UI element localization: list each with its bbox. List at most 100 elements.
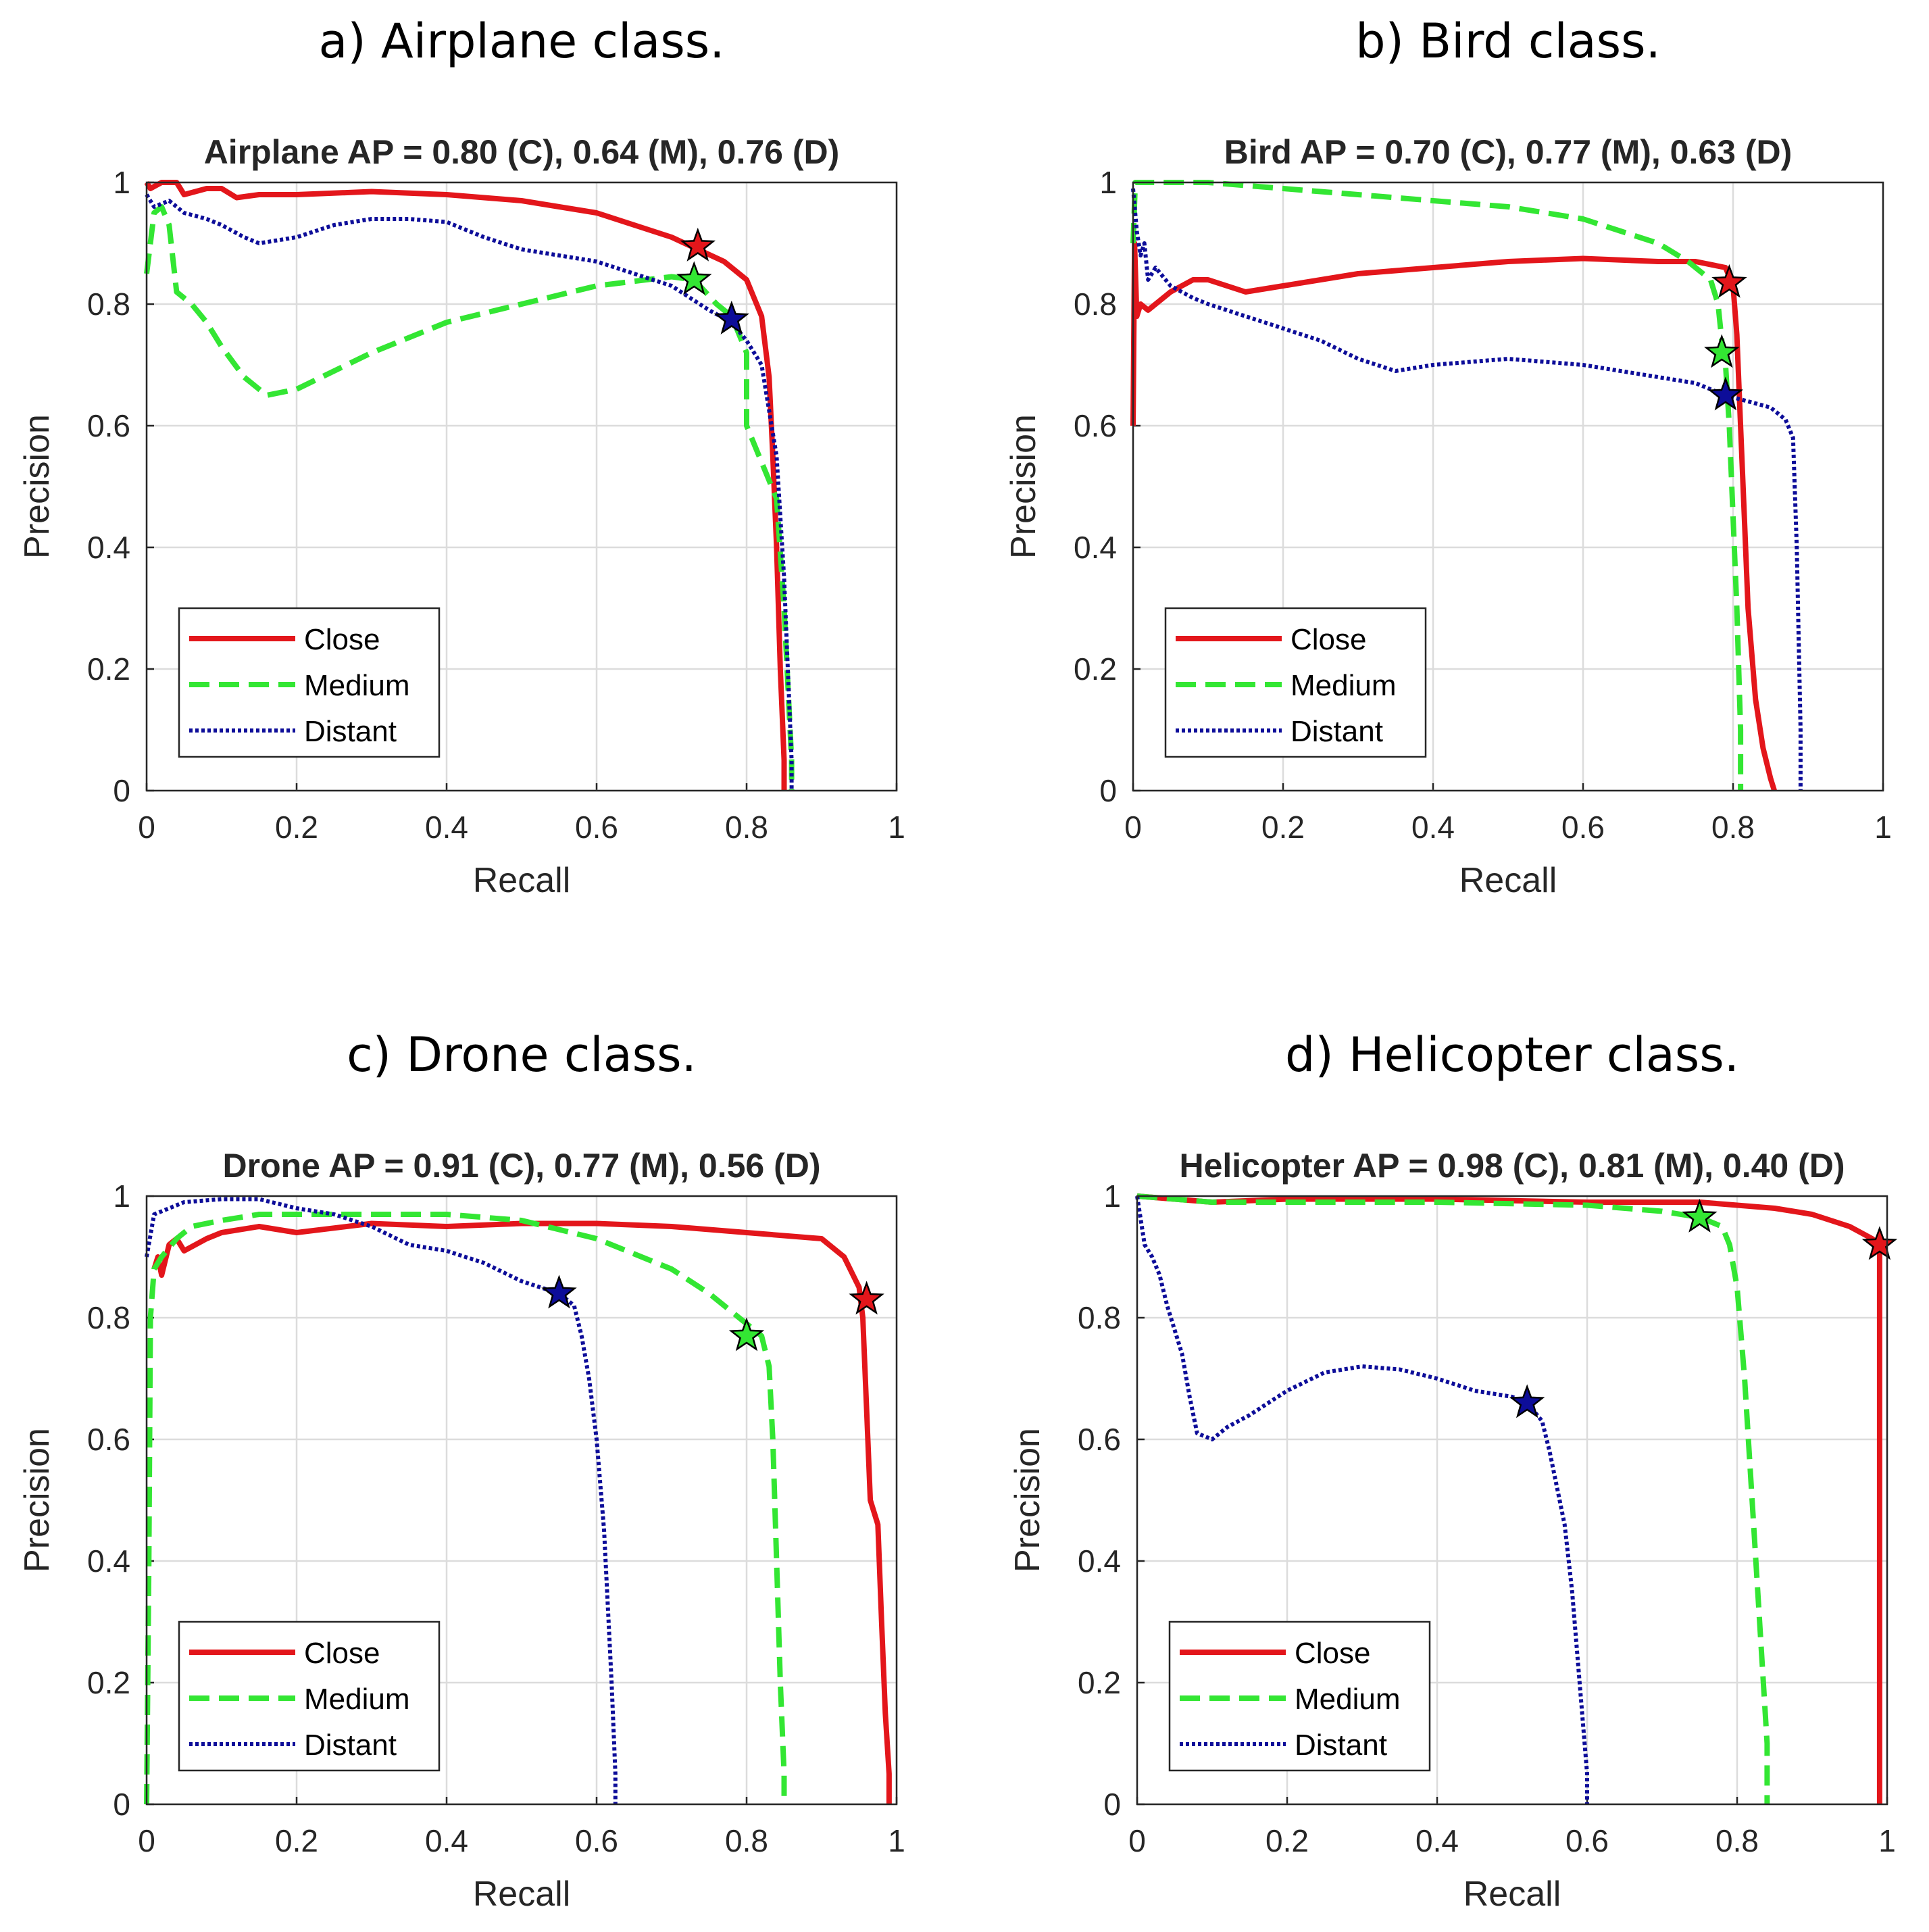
panel-caption: d) Helicopter class. (1285, 1027, 1739, 1083)
y-tick-label: 0 (1103, 1787, 1121, 1822)
x-tick-label: 0.2 (1261, 810, 1305, 845)
legend-label-distant: Distant (304, 715, 397, 748)
y-tick-label: 0.2 (1074, 651, 1117, 687)
y-tick-label: 0.8 (87, 1300, 130, 1335)
axes-box (1132, 181, 1884, 792)
x-axis-label: Recall (473, 861, 571, 900)
series-line-medium (144, 204, 795, 791)
series-line-close (151, 1220, 892, 1804)
legend-label-medium: Medium (304, 669, 410, 702)
x-tick-label: 1 (888, 1823, 905, 1858)
x-tick-label: 0 (138, 810, 155, 845)
star-marker-close (680, 227, 716, 262)
star-marker-medium (1682, 1198, 1718, 1233)
x-tick-label: 0.4 (425, 1823, 468, 1858)
x-tick-label: 0.2 (275, 1823, 318, 1858)
axes-box (145, 181, 898, 792)
star-marker-distant (1707, 376, 1744, 411)
legend-label-close: Close (304, 1637, 380, 1670)
chart-title: Bird AP = 0.70 (C), 0.77 (M), 0.63 (D) (1224, 133, 1793, 171)
legend-label-medium: Medium (1291, 669, 1397, 702)
y-tick-label: 0.6 (1074, 408, 1117, 443)
chart-title: Helicopter AP = 0.98 (C), 0.81 (M), 0.40… (1179, 1147, 1845, 1185)
legend-label-close: Close (304, 623, 380, 656)
series-line-distant (1135, 1195, 1589, 1804)
x-tick-label: 1 (1878, 1823, 1896, 1858)
star-marker-distant (1509, 1384, 1545, 1418)
x-tick-label: 0.2 (1266, 1823, 1309, 1858)
x-tick-label: 0.6 (1561, 810, 1605, 845)
legend-label-distant: Distant (304, 1729, 397, 1762)
y-tick-label: 1 (113, 165, 130, 200)
star-marker-close (1711, 264, 1747, 298)
chart-title: Drone AP = 0.91 (C), 0.77 (M), 0.56 (D) (223, 1147, 821, 1185)
x-tick-label: 0.2 (275, 810, 318, 845)
y-axis-label: Precision (18, 1428, 57, 1572)
series-line-distant (145, 1197, 618, 1804)
x-axis-label: Recall (1459, 861, 1557, 900)
x-tick-label: 0.8 (1711, 810, 1755, 845)
x-tick-label: 0.6 (575, 1823, 618, 1858)
chart-title: Airplane AP = 0.80 (C), 0.64 (M), 0.76 (… (204, 133, 840, 171)
y-axis-label: Precision (1004, 414, 1043, 559)
chart-panel-2: b) Bird class. Bird AP = 0.70 (C), 0.77 (… (1004, 14, 1892, 900)
star-marker-close (849, 1281, 884, 1315)
x-tick-label: 0.4 (1416, 1823, 1459, 1858)
legend-label-medium: Medium (1295, 1683, 1401, 1716)
y-tick-label: 1 (1099, 165, 1117, 200)
x-tick-label: 0.6 (575, 810, 618, 845)
y-tick-label: 1 (1103, 1179, 1121, 1214)
axes-box (1136, 1195, 1888, 1806)
chart-panel-1: a) Airplane class. Airplane AP = 0.80 (C)… (18, 14, 905, 900)
axes-box (145, 1195, 898, 1806)
y-tick-label: 0.4 (87, 1543, 130, 1579)
y-tick-label: 0.6 (1078, 1422, 1121, 1457)
chart-panel-3: c) Drone class. Drone AP = 0.91 (C), 0.77… (18, 1027, 905, 1914)
star-marker-distant (541, 1274, 577, 1309)
x-tick-label: 1 (1874, 810, 1892, 845)
legend-label-close: Close (1295, 1637, 1371, 1670)
x-tick-label: 0.4 (1411, 810, 1455, 845)
x-tick-label: 0 (1124, 810, 1142, 845)
y-axis-label: Precision (1008, 1428, 1047, 1572)
legend: Close Medium Distant (1168, 1620, 1431, 1772)
star-marker-medium (676, 261, 712, 295)
x-tick-label: 0.6 (1565, 1823, 1609, 1858)
x-axis-label: Recall (1463, 1875, 1561, 1914)
y-tick-label: 0.4 (1078, 1543, 1121, 1579)
y-tick-label: 0.2 (87, 1665, 130, 1700)
x-tick-label: 1 (888, 810, 905, 845)
y-tick-label: 0.4 (87, 530, 130, 565)
y-tick-label: 0.2 (1078, 1665, 1121, 1700)
legend: Close Medium Distant (178, 607, 441, 758)
y-tick-label: 0 (113, 773, 130, 808)
y-tick-label: 0.4 (1074, 530, 1117, 565)
legend-label-distant: Distant (1291, 715, 1383, 748)
star-marker-close (1861, 1226, 1898, 1260)
y-axis-label: Precision (18, 414, 57, 559)
star-marker-medium (728, 1317, 765, 1352)
legend: Close Medium Distant (178, 1620, 441, 1772)
y-tick-label: 0.8 (87, 287, 130, 322)
legend-label-medium: Medium (304, 1683, 410, 1716)
y-tick-label: 0 (113, 1787, 130, 1822)
series-line-distant (1131, 188, 1803, 791)
chart-panel-4: d) Helicopter class. Helicopter AP = 0.98… (1008, 1027, 1898, 1914)
panel-caption: b) Bird class. (1355, 14, 1661, 69)
panel-caption: c) Drone class. (347, 1027, 697, 1083)
y-tick-label: 0.6 (87, 408, 130, 443)
legend: Close Medium Distant (1164, 607, 1427, 758)
x-tick-label: 0.8 (725, 810, 768, 845)
star-marker-medium (1704, 334, 1740, 368)
y-tick-label: 1 (113, 1179, 130, 1214)
x-tick-label: 0 (1128, 1823, 1146, 1858)
y-tick-label: 0.2 (87, 651, 130, 687)
panel-caption: a) Airplane class. (318, 14, 724, 69)
series-line-close (1130, 241, 1777, 792)
x-tick-label: 0.8 (725, 1823, 768, 1858)
series-line-medium (144, 1212, 787, 1805)
x-tick-label: 0.4 (425, 810, 468, 845)
star-marker-distant (713, 300, 750, 335)
legend-label-distant: Distant (1295, 1729, 1387, 1762)
